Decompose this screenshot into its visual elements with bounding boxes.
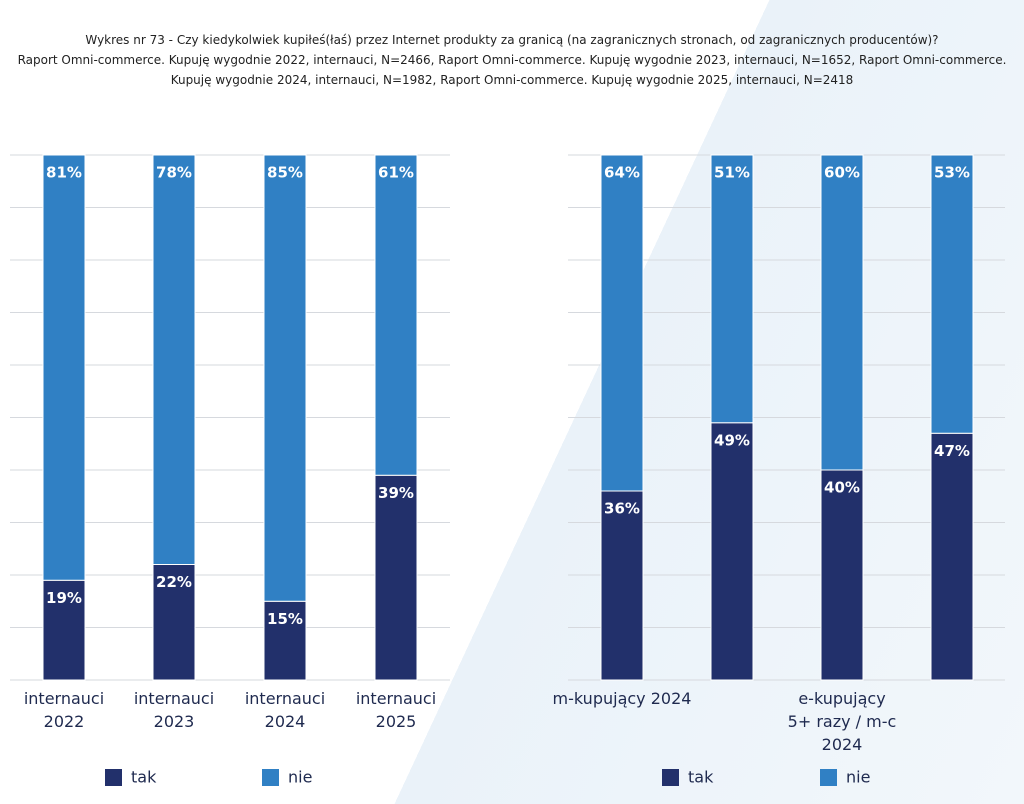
- data-label: 40%: [824, 479, 860, 497]
- bar-segment: [930, 432, 974, 681]
- bar-segment: [930, 154, 974, 434]
- x-tick-label: internauci 2022: [23, 689, 105, 731]
- bar-segment: [152, 154, 196, 565]
- legend-label: nie: [288, 768, 312, 787]
- data-label: 36%: [604, 500, 640, 518]
- bar-segment: [42, 579, 86, 681]
- data-label: 19%: [46, 589, 82, 607]
- legend-swatch: [262, 769, 279, 786]
- bar-segment: [263, 154, 307, 602]
- bar-segment: [374, 154, 418, 476]
- x-tick-label: internauci 2025: [355, 689, 437, 731]
- data-label: 53%: [934, 164, 970, 182]
- data-label: 47%: [934, 442, 970, 460]
- data-label: 39%: [378, 484, 414, 502]
- data-label: 60%: [824, 164, 860, 182]
- bar-segment: [42, 154, 86, 581]
- data-label: 22%: [156, 573, 192, 591]
- bar-segment: [374, 474, 418, 681]
- legend-label: nie: [846, 768, 870, 787]
- x-tick-label: internauci 2024: [244, 689, 326, 731]
- legend-swatch: [820, 769, 837, 786]
- data-label: 51%: [714, 164, 750, 182]
- legend-swatch: [662, 769, 679, 786]
- bar-segment: [600, 154, 644, 492]
- bar-segment: [600, 490, 644, 681]
- x-tick-label: internauci 2023: [133, 689, 215, 731]
- data-label: 81%: [46, 164, 82, 182]
- bar-segment: [820, 154, 864, 471]
- data-label: 64%: [604, 164, 640, 182]
- bar-segment: [820, 469, 864, 681]
- bar-segment: [710, 154, 754, 424]
- data-label: 49%: [714, 431, 750, 449]
- title: Wykres nr 73 - Czy kiedykolwiek kupiłeś(…: [85, 33, 939, 47]
- x-tick-label: e-kupujący 5+ razy / m-c 2024: [787, 689, 897, 754]
- legend-label: tak: [688, 768, 714, 787]
- bar-segment: [263, 600, 307, 681]
- data-label: 61%: [378, 164, 414, 182]
- bar-segment: [152, 564, 196, 681]
- x-tick-label: m-kupujący 2024: [552, 689, 692, 708]
- data-label: 15%: [267, 610, 303, 628]
- bar-segment: [710, 422, 754, 681]
- subtitle: Raport Omni-commerce. Kupuję wygodnie 20…: [17, 53, 1007, 87]
- data-label: 78%: [156, 164, 192, 182]
- legend-swatch: [105, 769, 122, 786]
- data-label: 85%: [267, 164, 303, 182]
- legend-label: tak: [131, 768, 157, 787]
